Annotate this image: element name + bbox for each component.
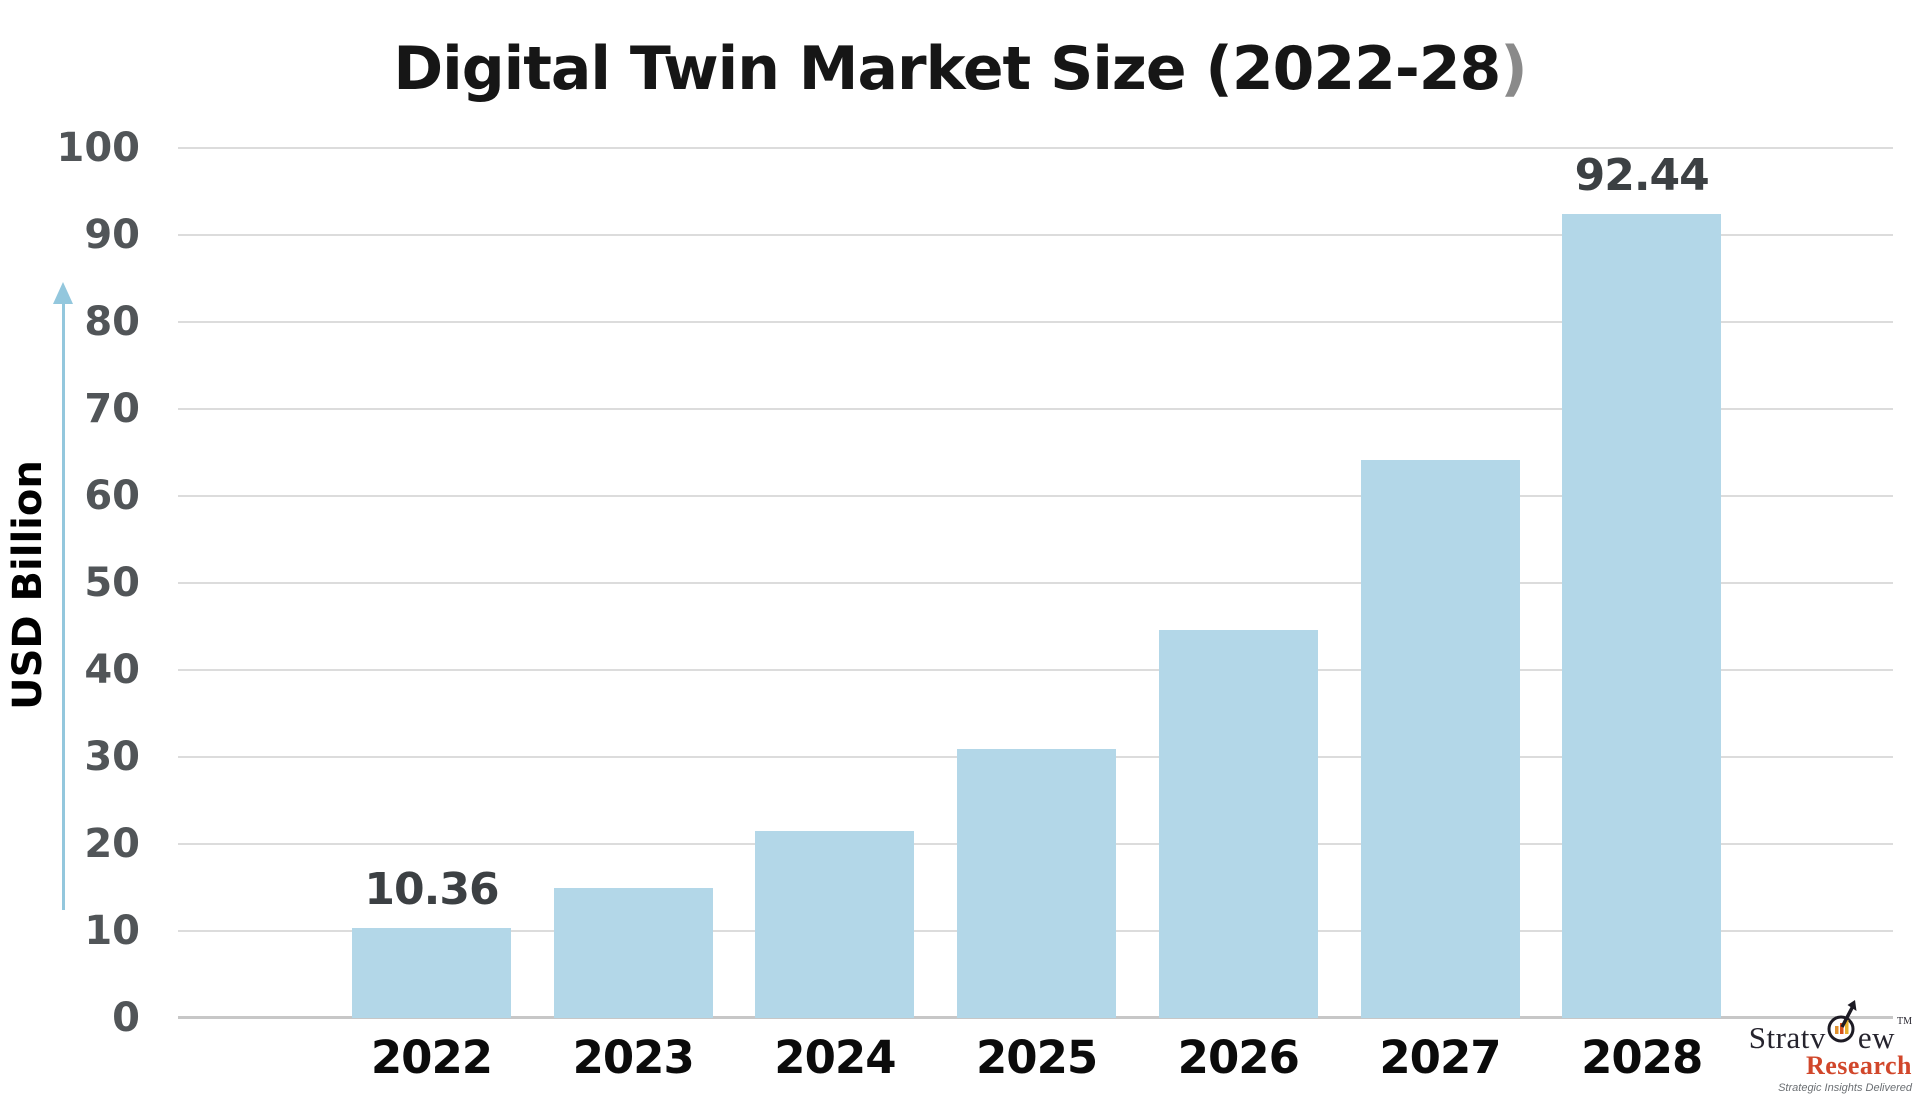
gridline-40 bbox=[178, 669, 1893, 671]
x-tick-label-2025: 2025 bbox=[975, 1031, 1098, 1084]
y-axis-arrow-head-icon bbox=[53, 282, 73, 304]
gridline-80 bbox=[178, 321, 1893, 323]
chart-title: Digital Twin Market Size (2022-28) bbox=[0, 34, 1920, 104]
bar-2028 bbox=[1562, 214, 1721, 1018]
logo-tagline: Strategic Insights Delivered bbox=[1778, 1082, 1912, 1094]
bar-value-label-2028: 92.44 bbox=[1574, 149, 1710, 201]
x-tick-label-2024: 2024 bbox=[774, 1031, 896, 1084]
y-tick-label-40: 40 bbox=[84, 647, 140, 693]
logo-research-text: Research bbox=[1805, 1051, 1912, 1080]
gridline-60 bbox=[178, 495, 1893, 497]
x-tick-label-2023: 2023 bbox=[572, 1031, 695, 1084]
logo-brand-post: ew bbox=[1857, 1020, 1895, 1055]
y-tick-label-80: 80 bbox=[84, 299, 140, 345]
gridline-100 bbox=[178, 147, 1893, 150]
stratview-circle-arrow-icon bbox=[1827, 998, 1857, 1057]
chart-title-text: Digital Twin Market Size (2022-28 bbox=[393, 34, 1501, 104]
chart-title-paren: ) bbox=[1500, 34, 1527, 104]
y-tick-label-90: 90 bbox=[84, 212, 140, 258]
logo-trademark: TM bbox=[1897, 1016, 1912, 1027]
y-tick-label-20: 20 bbox=[84, 821, 140, 867]
y-tick-label-0: 0 bbox=[112, 995, 140, 1041]
x-tick-label-2022: 2022 bbox=[370, 1031, 493, 1084]
y-tick-label-60: 60 bbox=[84, 473, 140, 519]
y-tick-label-30: 30 bbox=[84, 734, 140, 780]
y-tick-label-10: 10 bbox=[84, 908, 140, 954]
y-tick-label-100: 100 bbox=[56, 125, 141, 171]
bar-2024 bbox=[755, 831, 914, 1018]
bar-2027 bbox=[1361, 460, 1520, 1018]
bar-2026 bbox=[1159, 630, 1318, 1018]
bar-2023 bbox=[554, 888, 713, 1018]
bar-2025 bbox=[957, 749, 1116, 1018]
bar-2022 bbox=[352, 928, 511, 1018]
logo-brand-pre: Stratv bbox=[1748, 1020, 1826, 1055]
gridline-70 bbox=[178, 408, 1893, 410]
stratview-logo-brand: Stratv ew TM bbox=[1749, 994, 1912, 1053]
y-tick-label-70: 70 bbox=[84, 386, 140, 432]
gridline-50 bbox=[178, 582, 1893, 584]
x-tick-label-2026: 2026 bbox=[1177, 1031, 1300, 1084]
stratview-logo: Stratv ew TM Research Strategic Insights… bbox=[1692, 994, 1912, 1094]
plot-area bbox=[178, 147, 1893, 1019]
x-tick-label-2027: 2027 bbox=[1379, 1031, 1501, 1084]
y-axis-arrow-line bbox=[62, 300, 65, 910]
bar-value-label-2022: 10.36 bbox=[364, 863, 499, 915]
gridline-90 bbox=[178, 234, 1893, 236]
y-tick-label-50: 50 bbox=[84, 560, 140, 606]
x-tick-label-2028: 2028 bbox=[1581, 1031, 1703, 1084]
